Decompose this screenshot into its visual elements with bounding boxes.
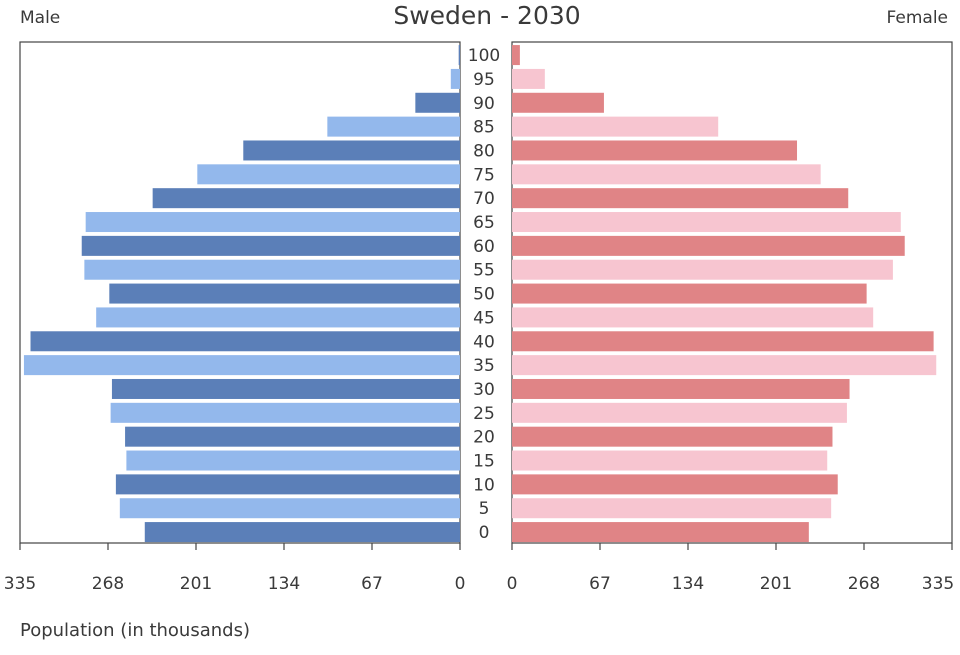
female-bar-age-95 xyxy=(512,68,545,89)
male-bar-age-10 xyxy=(115,474,460,495)
female-bar-age-10 xyxy=(512,474,838,495)
female-bar-age-85 xyxy=(512,116,719,137)
male-bar-age-100 xyxy=(458,45,460,66)
male-bar-age-50 xyxy=(109,283,461,304)
age-label: 65 xyxy=(473,213,495,233)
male-tick-label: 201 xyxy=(180,574,212,594)
female-tick-label: 201 xyxy=(760,574,792,594)
female-bar-age-0 xyxy=(512,522,809,543)
age-label: 15 xyxy=(473,452,495,472)
male-bar-age-80 xyxy=(243,140,460,161)
chart-title: Sweden - 2030 xyxy=(393,1,581,30)
female-bar-age-20 xyxy=(512,426,833,447)
female-tick-label: 335 xyxy=(922,574,954,594)
age-label: 100 xyxy=(468,46,500,66)
age-label: 20 xyxy=(473,428,495,448)
male-bar-age-0 xyxy=(144,522,460,543)
female-bar-age-30 xyxy=(512,378,850,399)
female-bar-age-50 xyxy=(512,283,867,304)
male-tick-label: 335 xyxy=(4,574,36,594)
age-label: 75 xyxy=(473,165,495,185)
female-bars xyxy=(512,45,937,543)
age-label: 35 xyxy=(473,356,495,376)
female-tick-label: 268 xyxy=(848,574,880,594)
male-bar-age-30 xyxy=(111,378,460,399)
age-label: 80 xyxy=(473,141,495,161)
female-bar-age-15 xyxy=(512,450,828,471)
male-bar-age-75 xyxy=(197,164,461,185)
female-tick-label: 67 xyxy=(589,574,611,594)
male-bar-age-60 xyxy=(81,235,460,256)
age-label: 85 xyxy=(473,118,495,138)
female-x-ticks: 0 67 134 201 268 335 xyxy=(507,543,954,594)
age-labels: 0 5 10 15 20 25 30 35 40 45 50 55 60 65 70 75 80 85 90 95 10… xyxy=(468,46,500,543)
female-side-label: Female xyxy=(886,8,948,28)
male-tick-label: 67 xyxy=(361,574,383,594)
male-tick-label: 134 xyxy=(268,574,300,594)
female-tick-label: 0 xyxy=(507,574,518,594)
age-label: 25 xyxy=(473,404,495,424)
age-label: 5 xyxy=(479,499,490,519)
female-bar-age-40 xyxy=(512,331,934,352)
male-bar-age-20 xyxy=(125,426,461,447)
age-label: 10 xyxy=(473,475,495,495)
age-label: 95 xyxy=(473,70,495,90)
female-bar-age-100 xyxy=(512,45,520,66)
male-bar-age-85 xyxy=(327,116,460,137)
male-bar-age-25 xyxy=(110,402,461,423)
female-bar-age-70 xyxy=(512,188,849,209)
female-bar-age-25 xyxy=(512,402,847,423)
male-bar-age-35 xyxy=(23,355,460,376)
female-bar-age-55 xyxy=(512,259,893,280)
age-label: 60 xyxy=(473,237,495,257)
female-bar-age-80 xyxy=(512,140,798,161)
male-bar-age-90 xyxy=(415,92,460,113)
age-label: 0 xyxy=(479,523,490,543)
male-bars xyxy=(23,45,461,543)
age-label: 30 xyxy=(473,380,495,400)
male-bar-age-65 xyxy=(85,212,461,233)
male-x-ticks: 335 268 201 134 67 0 xyxy=(4,543,466,594)
age-label: 70 xyxy=(473,189,495,209)
female-bar-age-65 xyxy=(512,212,901,233)
female-bar-age-90 xyxy=(512,92,604,113)
male-bar-age-95 xyxy=(450,68,460,89)
female-bar-age-35 xyxy=(512,355,937,376)
female-bar-age-5 xyxy=(512,498,832,519)
age-label: 55 xyxy=(473,261,495,281)
male-bar-age-15 xyxy=(126,450,460,471)
x-axis-label: Population (in thousands) xyxy=(20,620,250,641)
age-label: 50 xyxy=(473,285,495,305)
male-tick-label: 268 xyxy=(92,574,124,594)
female-bar-age-75 xyxy=(512,164,821,185)
male-bar-age-5 xyxy=(119,498,460,519)
male-bar-age-45 xyxy=(96,307,460,328)
female-bar-age-45 xyxy=(512,307,874,328)
age-label: 45 xyxy=(473,308,495,328)
female-bar-age-60 xyxy=(512,235,905,256)
male-bar-age-40 xyxy=(30,331,460,352)
age-label: 90 xyxy=(473,94,495,114)
female-tick-label: 134 xyxy=(672,574,704,594)
age-label: 40 xyxy=(473,332,495,352)
male-side-label: Male xyxy=(20,8,61,28)
male-bar-age-70 xyxy=(152,188,460,209)
male-tick-label: 0 xyxy=(455,574,466,594)
male-bar-age-55 xyxy=(84,259,460,280)
